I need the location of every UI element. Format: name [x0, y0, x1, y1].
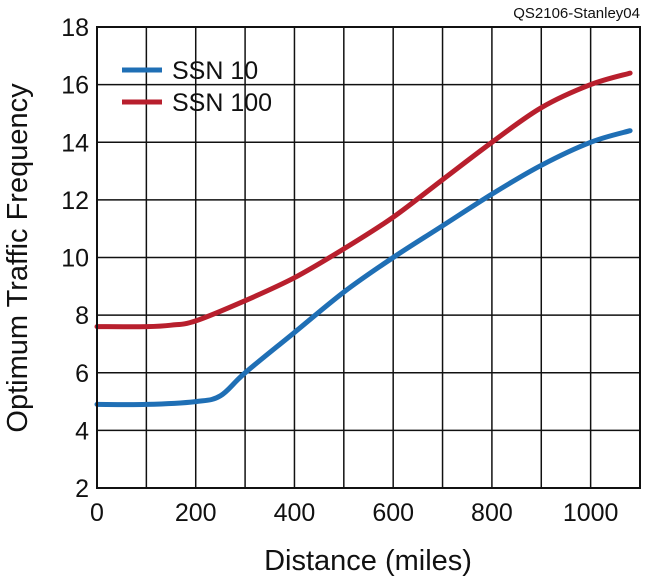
legend-label: SSN 10 [172, 57, 258, 85]
x-tick-label: 0 [90, 499, 104, 527]
y-tick-label: 2 [75, 475, 89, 503]
y-tick-label: 6 [75, 360, 89, 388]
y-tick-label: 14 [61, 129, 89, 157]
tick-labels: 0 200 400 600 800 1000 2 4 6 8 10 12 14 16 18 [61, 14, 618, 527]
series-line-2 [94, 70, 633, 330]
legend-label: SSN 100 [172, 89, 272, 117]
x-axis-title: Distance (miles) [264, 545, 472, 577]
x-tick-label: 600 [372, 499, 414, 527]
x-tick-label: 200 [175, 499, 217, 527]
plot-frame [96, 26, 641, 489]
series-lines [94, 70, 633, 408]
y-tick-label: 12 [61, 187, 89, 215]
y-tick-label: 10 [61, 245, 89, 273]
x-tick-label: 1000 [563, 499, 619, 527]
series-line-1 [94, 128, 633, 408]
y-tick-label: 4 [75, 417, 89, 445]
y-tick-label: 8 [75, 302, 89, 330]
y-tick-label: 18 [61, 14, 89, 42]
x-tick-label: 800 [471, 499, 513, 527]
y-axis-title: Optimum Traffic Frequency [2, 83, 34, 433]
x-tick-label: 400 [274, 499, 316, 527]
y-tick-label: 16 [61, 72, 89, 100]
credit-label: QS2106-Stanley04 [513, 5, 640, 22]
legend: SSN 10 SSN 100 [122, 57, 272, 117]
